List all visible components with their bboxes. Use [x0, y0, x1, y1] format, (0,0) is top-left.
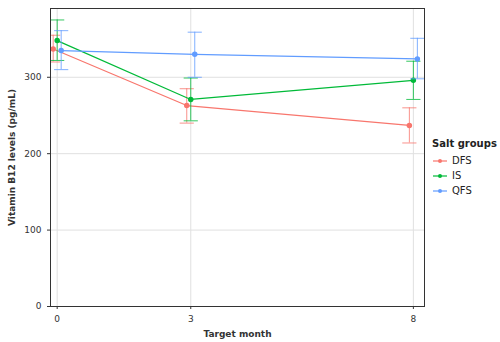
svg-text:3: 3 [188, 314, 194, 324]
svg-text:Target month: Target month [203, 329, 271, 339]
svg-text:100: 100 [24, 225, 41, 235]
html-text:DFS: DFS [452, 155, 472, 166]
html-text:Salt groups: Salt groups [432, 138, 497, 149]
html-text:IS: IS [452, 170, 462, 181]
svg-text:200: 200 [24, 149, 41, 159]
svg-text:300: 300 [24, 72, 41, 82]
svg-text:Vitamin B12 levels (pg/mL): Vitamin B12 levels (pg/mL) [7, 89, 17, 226]
svg-text:0: 0 [36, 301, 42, 311]
svg-text:0: 0 [54, 314, 60, 324]
svg-text:8: 8 [411, 314, 417, 324]
html-text:QFS: QFS [452, 185, 472, 196]
